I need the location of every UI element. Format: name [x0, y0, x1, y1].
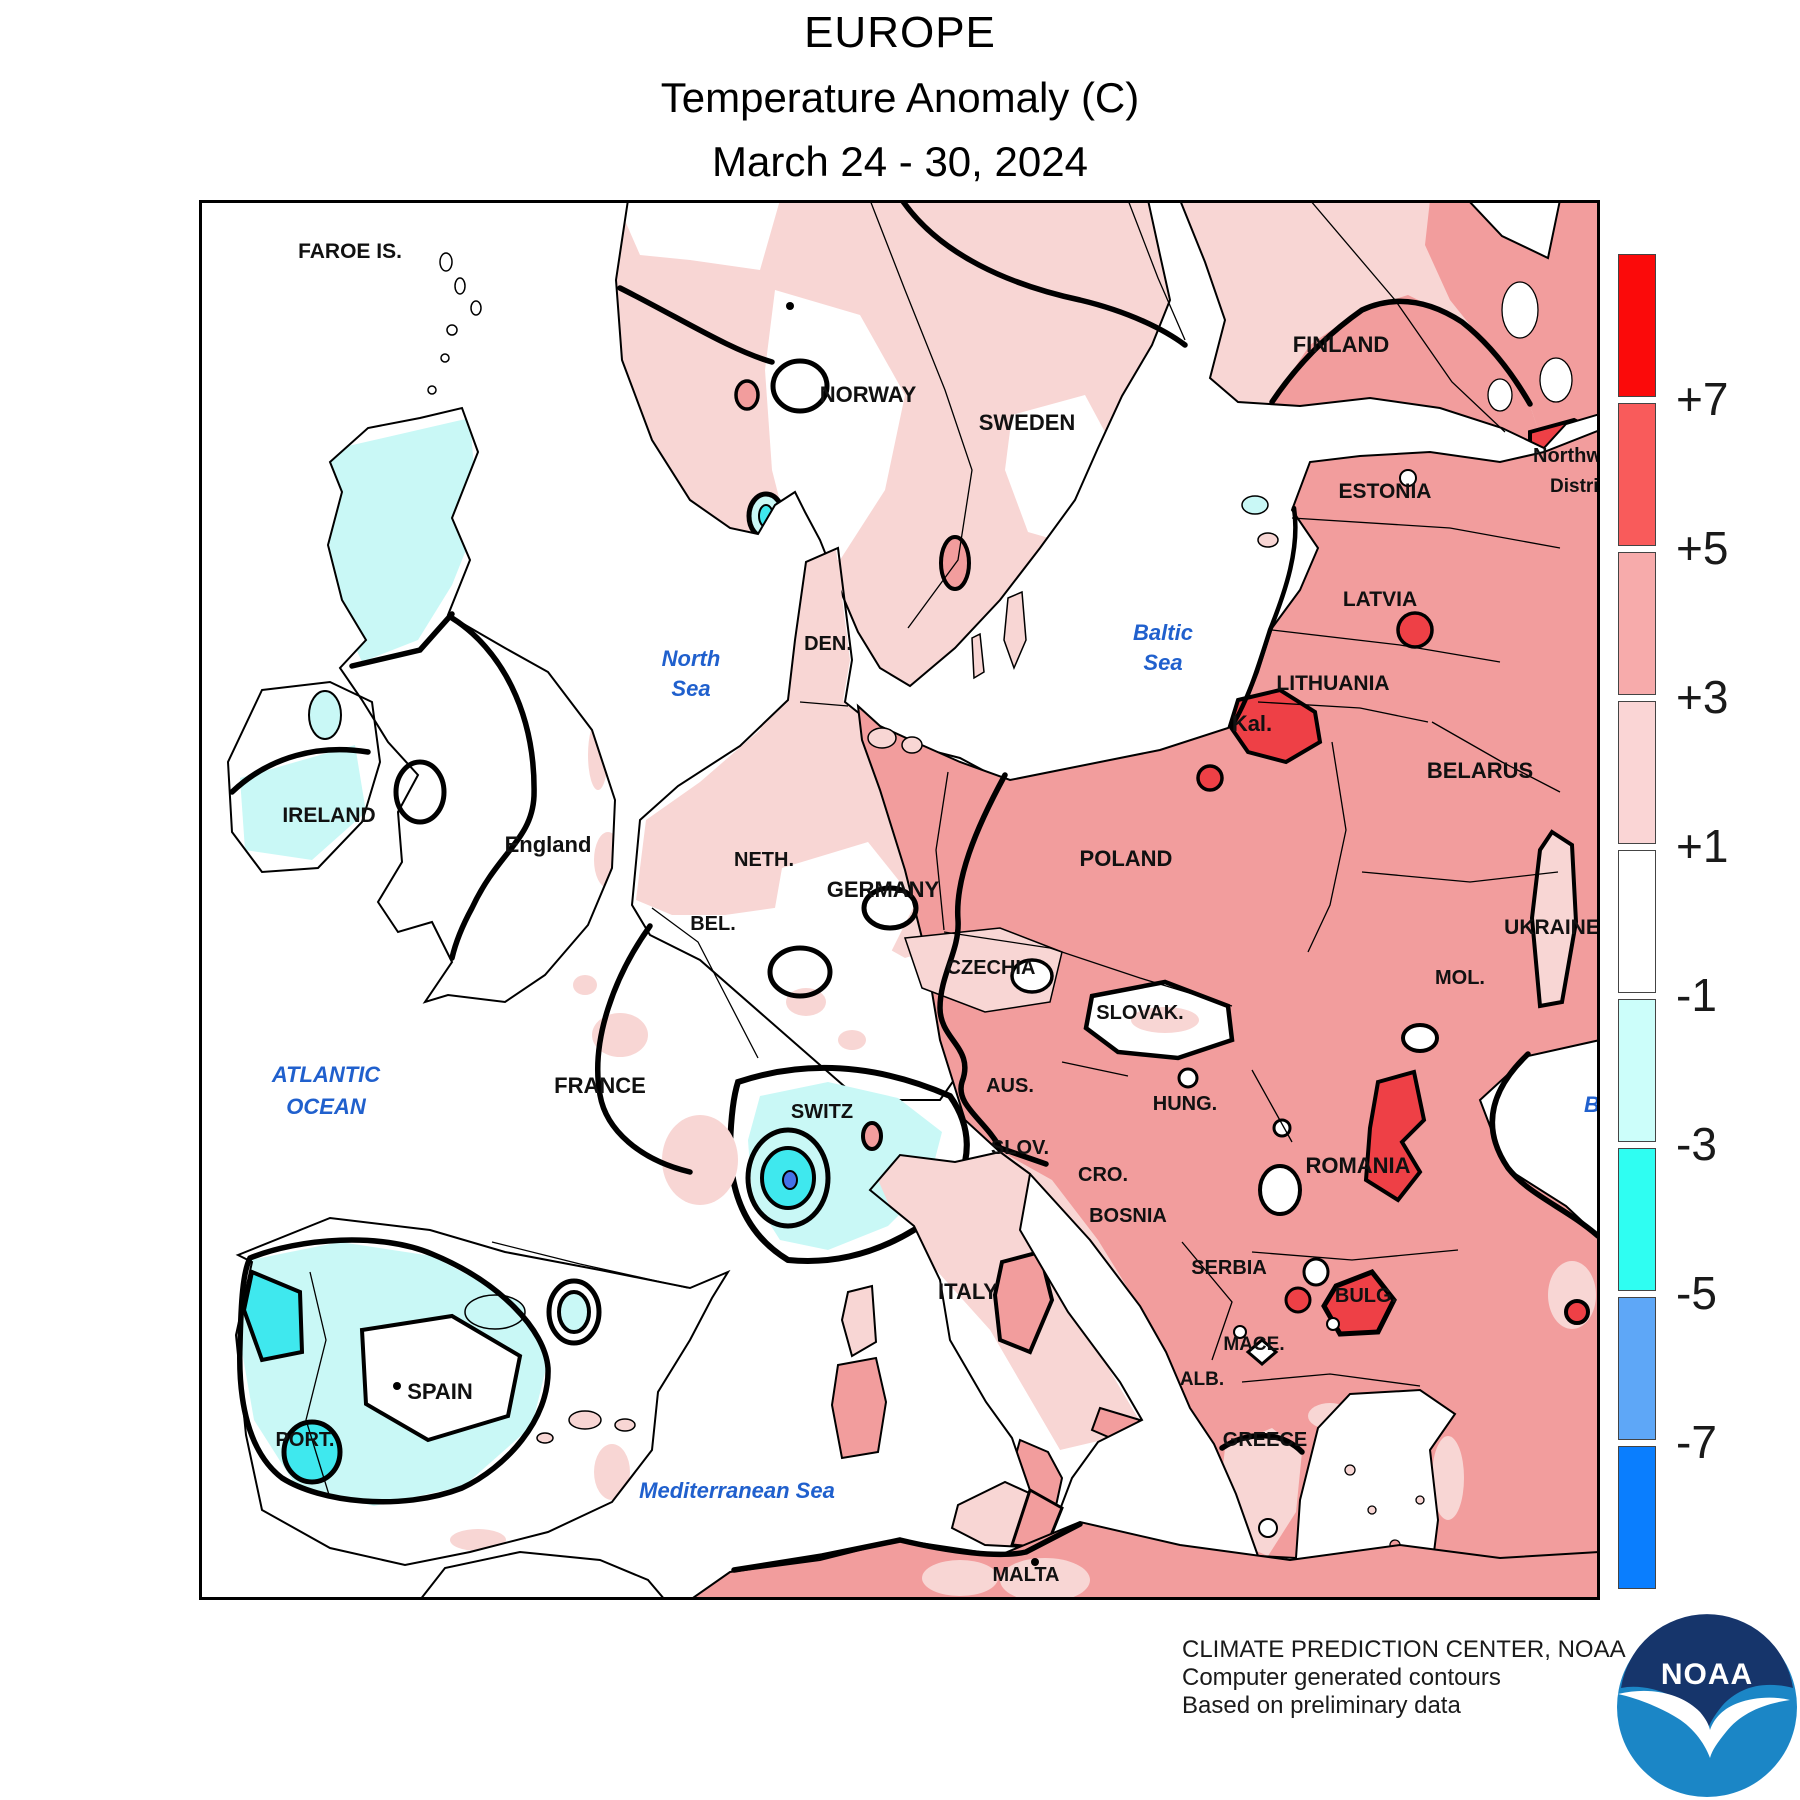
country-label-kal-: Kal. [1232, 711, 1272, 736]
country-label-latvia: LATVIA [1343, 588, 1417, 611]
country-label-france: FRANCE [554, 1073, 646, 1098]
colorbar-block-5 [1618, 999, 1656, 1142]
country-label-neth-: NETH. [734, 849, 794, 871]
country-label-romania: ROMANIA [1305, 1153, 1410, 1178]
country-label-switz: SWITZ [791, 1101, 853, 1123]
country-label-slov-: SLOV. [991, 1137, 1049, 1159]
country-label-cro-: CRO. [1078, 1164, 1128, 1186]
country-label-estonia: ESTONIA [1339, 480, 1432, 503]
title-block: EUROPE Temperature Anomaly (C) March 24 … [0, 8, 1800, 186]
country-label-malta: MALTA [992, 1564, 1059, 1586]
footer-line-1: CLIMATE PREDICTION CENTER, NOAA [1182, 1636, 1626, 1664]
footer-line-2: Computer generated contours [1182, 1664, 1626, 1692]
country-label-district: District [1550, 476, 1597, 497]
country-label-aus-: AUS. [986, 1075, 1034, 1097]
country-label-faroe-is-: FAROE IS. [298, 240, 402, 263]
sea-label-ocean: OCEAN [286, 1094, 367, 1119]
colorbar-label-+1: +1 [1676, 819, 1796, 873]
colorbar-block-1 [1618, 403, 1656, 546]
footer-line-3: Based on preliminary data [1182, 1692, 1626, 1720]
colorbar-label-+7: +7 [1676, 372, 1796, 426]
colorbar-label--3: -3 [1676, 1117, 1796, 1171]
colorbar-label--7: -7 [1676, 1415, 1796, 1469]
colorbar-label-+5: +5 [1676, 521, 1796, 575]
footer-credits: CLIMATE PREDICTION CENTER, NOAA Computer… [1182, 1636, 1626, 1720]
country-label-ukraine: UKRAINE [1504, 916, 1597, 939]
colorbar-block-4 [1618, 850, 1656, 993]
country-label-bosnia: BOSNIA [1089, 1205, 1167, 1227]
country-label-finland: FINLAND [1293, 332, 1390, 357]
city-dot-0 [393, 1382, 401, 1390]
country-label-england: England [505, 832, 592, 857]
sea-label-baltic: Baltic [1133, 620, 1193, 645]
country-label-spain: SPAIN [407, 1379, 473, 1404]
subtitle-date-range: March 24 - 30, 2024 [0, 138, 1800, 186]
map-svg: FAROE IS. NORWAY SWEDEN FINLAND ESTONIA LATVI… [202, 203, 1597, 1597]
region-scandinavia [616, 203, 1170, 686]
screenshot-canvas: EUROPE Temperature Anomaly (C) March 24 … [0, 0, 1800, 1800]
country-label-germany: GERMANY [827, 877, 940, 902]
colorbar-label--1: -1 [1676, 968, 1796, 1022]
country-label-sweden: SWEDEN [979, 410, 1076, 435]
sea-label-north: North [662, 646, 721, 671]
colorbar-label-+3: +3 [1676, 670, 1796, 724]
sea-label-sea: Sea [671, 676, 710, 701]
country-label-bulg-: BULG. [1335, 1285, 1397, 1307]
colorbar-block-0 [1618, 254, 1656, 397]
noaa-logo: NOAA [1612, 1612, 1800, 1800]
country-label-greece: GREECE [1223, 1429, 1307, 1451]
colorbar-block-2 [1618, 552, 1656, 695]
sea-label-b: B [1584, 1092, 1597, 1117]
colorbar-label--5: -5 [1676, 1266, 1796, 1320]
country-label-czechia: CZECHIA [947, 957, 1036, 979]
country-label-port-: PORT. [276, 1429, 335, 1451]
noaa-logo-text: NOAA [1661, 1658, 1753, 1691]
country-label-northwestern: Northwestern [1533, 445, 1597, 467]
colorbar-block-8 [1618, 1446, 1656, 1589]
country-label-norway: NORWAY [820, 382, 917, 407]
country-label-mol-: MOL. [1435, 967, 1485, 989]
europe-anomaly-map: FAROE IS. NORWAY SWEDEN FINLAND ESTONIA LATVI… [199, 200, 1600, 1600]
sea-label-atlantic: ATLANTIC [271, 1062, 381, 1087]
country-label-ireland: IRELAND [282, 804, 375, 827]
country-label-lithuania: LITHUANIA [1276, 672, 1389, 695]
country-label-slovak-: SLOVAK. [1096, 1002, 1183, 1024]
country-label-mace-: MACE. [1223, 1334, 1284, 1355]
page-title: EUROPE [0, 8, 1800, 58]
colorbar-block-3 [1618, 701, 1656, 844]
country-label-bel-: BEL. [690, 913, 736, 935]
country-label-hung-: HUNG. [1153, 1093, 1217, 1115]
country-label-den-: DEN. [804, 633, 852, 655]
region-ireland [240, 691, 366, 860]
colorbar-block-6 [1618, 1148, 1656, 1291]
country-label-alb-: ALB. [1180, 1369, 1224, 1390]
sea-label-sea: Sea [1143, 650, 1182, 675]
country-label-serbia: SERBIA [1191, 1257, 1267, 1279]
sea-label-mediterranean-sea: Mediterranean Sea [639, 1478, 835, 1503]
subtitle-variable: Temperature Anomaly (C) [0, 74, 1800, 122]
city-dot-1 [786, 302, 794, 310]
country-label-belarus: BELARUS [1427, 758, 1533, 783]
colorbar-block-7 [1618, 1297, 1656, 1440]
country-label-italy: ITALY [938, 1279, 998, 1304]
country-label-poland: POLAND [1080, 846, 1173, 871]
